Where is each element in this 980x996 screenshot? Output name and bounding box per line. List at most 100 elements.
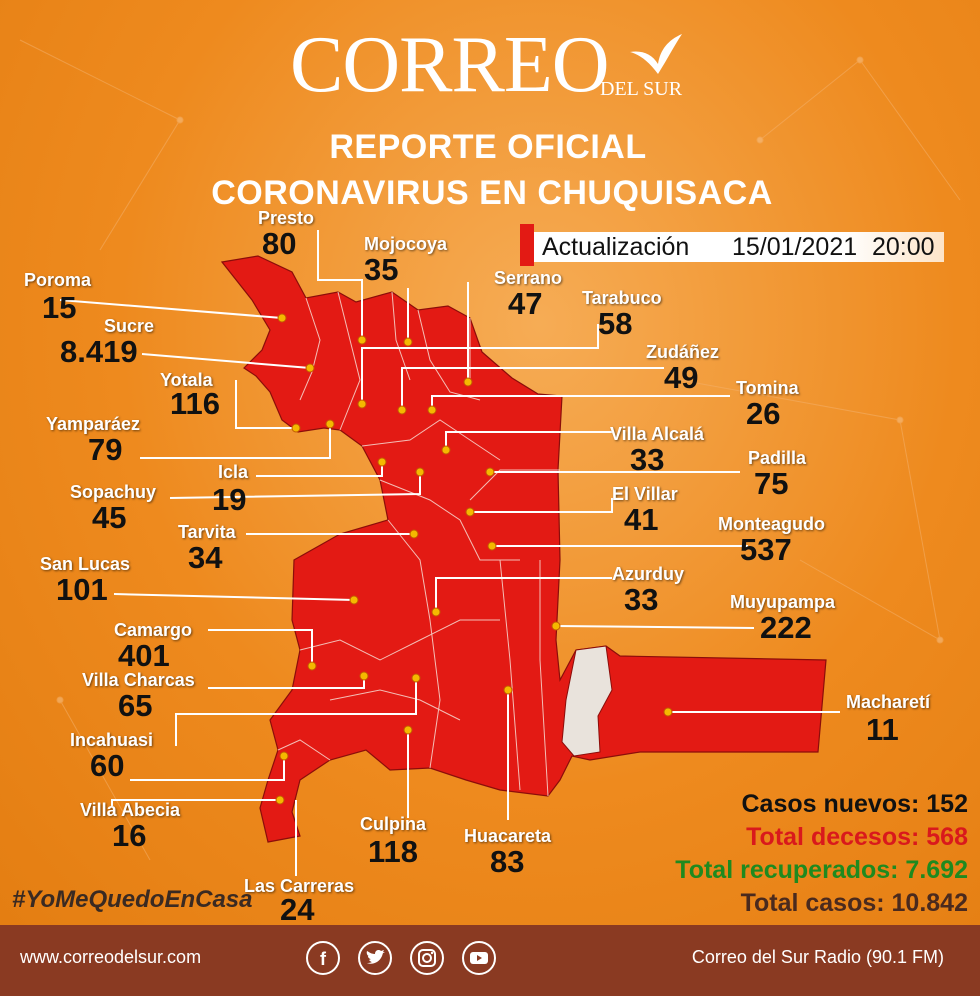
municipality-name: Presto [258, 208, 315, 228]
municipality-cases: 75 [754, 466, 789, 501]
totals-panel: Casos nuevos: 152 Total decesos: 568 Tot… [675, 788, 968, 920]
marker-culpina [403, 725, 413, 735]
municipality-name: Yotala [160, 370, 213, 390]
municipality-name: Sopachuy [70, 482, 157, 502]
excluded-area [561, 645, 613, 757]
municipality-cases: 41 [624, 502, 659, 537]
marker-zudanez [397, 405, 407, 415]
municipality-cases: 116 [170, 386, 221, 421]
municipality-cases: 24 [280, 892, 315, 925]
marker-sucre [305, 363, 315, 373]
municipality-cases: 33 [624, 582, 659, 617]
municipality-name: Macharetí [846, 692, 931, 712]
municipality-cases: 58 [598, 306, 633, 341]
municipality-cases: 401 [118, 638, 170, 673]
leader-lines [59, 230, 840, 876]
municipality-cases: 80 [262, 226, 297, 261]
municipality-cases: 49 [664, 360, 699, 395]
hashtag: #YoMeQuedoEnCasa [12, 886, 253, 913]
new-cases: Casos nuevos: 152 [741, 790, 969, 818]
marker-villa-charcas [359, 671, 369, 681]
municipality-name: Tarabuco [582, 288, 662, 308]
chuquisaca-map [59, 230, 840, 876]
infographic: CORREO DEL SUR REPORTE OFICIAL CORONAVIR… [0, 0, 980, 925]
municipality-cases: 34 [188, 540, 223, 575]
twitter-icon[interactable] [358, 941, 392, 975]
footer-bar: www.correodelsur.com f Correo del Sur Ra… [0, 925, 980, 996]
municipality-cases: 16 [112, 818, 147, 853]
department-shape [220, 255, 827, 843]
municipality-name: Tomina [736, 378, 799, 398]
municipality-cases: 537 [740, 532, 792, 567]
marker-mojocoya [403, 337, 413, 347]
update-marker [520, 224, 534, 266]
update-label: Actualización [542, 233, 690, 261]
marker-poroma [277, 313, 287, 323]
municipality-name: Las Carreras [244, 876, 355, 896]
municipality-name: Icla [218, 462, 249, 482]
municipality-cases: 79 [88, 432, 123, 467]
marker-huacareta [503, 685, 513, 695]
website-link[interactable]: www.correodelsur.com [20, 947, 202, 967]
municipality-cases: 65 [118, 688, 153, 723]
municipality-name: San Lucas [40, 554, 131, 574]
radio-info: Correo del Sur Radio (90.1 FM) [691, 947, 944, 967]
municipality-cases: 15 [42, 290, 77, 325]
marker-sopachuy [415, 467, 425, 477]
municipality-cases: 222 [760, 610, 812, 645]
municipality-cases: 8.419 [60, 334, 138, 369]
municipality-cases: 45 [92, 500, 127, 535]
marker-monteagudo [487, 541, 497, 551]
marker-las-carreras [275, 795, 285, 805]
municipality-cases: 101 [56, 572, 108, 607]
municipality-cases: 26 [746, 396, 781, 431]
update-time: 20:00 [872, 233, 935, 261]
municipality-name: Muyupampa [730, 592, 836, 612]
background-network [19, 39, 961, 861]
youtube-icon[interactable] [462, 941, 496, 975]
marker-yotala [291, 423, 301, 433]
marker-serrano [463, 377, 473, 387]
municipality-name: Monteagudo [718, 514, 825, 534]
marker-tomina [427, 405, 437, 415]
municipality-name: Huacareta [464, 826, 552, 846]
update-background [534, 232, 944, 262]
municipality-markers [275, 313, 673, 805]
municipality-name: Culpina [360, 814, 426, 834]
municipality-name: Padilla [748, 448, 807, 468]
municipality-name: Serrano [494, 268, 563, 288]
municipality-cases: 35 [364, 252, 399, 287]
logo-sub: DEL SUR [600, 78, 683, 100]
municipality-name: Poroma [24, 270, 92, 290]
municipal-boundaries [277, 291, 560, 797]
municipality-cases: 47 [508, 286, 543, 321]
municipality-name: Azurduy [612, 564, 684, 584]
marker-yamparaez [325, 419, 335, 429]
marker-el-villar [465, 507, 475, 517]
marker-tarabuco [357, 399, 367, 409]
report-title: REPORTE OFICIAL [329, 128, 647, 166]
marker-camargo [307, 661, 317, 671]
marker-villa-alcala [441, 445, 451, 455]
marker-padilla [485, 467, 495, 477]
marker-machareti [663, 707, 673, 717]
municipality-name: Incahuasi [70, 730, 154, 750]
logo-word: CORREO [290, 21, 609, 109]
leaf-icon [630, 34, 682, 74]
municipality-name: Villa Abecia [80, 800, 181, 820]
svg-text:f: f [320, 949, 327, 969]
facebook-icon[interactable]: f [306, 941, 340, 975]
marker-san-lucas [349, 595, 359, 605]
marker-villa-abecia [279, 751, 289, 761]
municipality-name: El Villar [612, 484, 678, 504]
municipality-cases: 11 [866, 712, 899, 747]
municipality-name: Camargo [114, 620, 193, 640]
marker-incahuasi [411, 673, 421, 683]
municipality-name: Zudáñez [646, 342, 720, 362]
municipality-name: Villa Alcalá [610, 424, 705, 444]
municipality-cases: 83 [490, 844, 525, 879]
marker-icla [377, 457, 387, 467]
municipality-name: Sucre [104, 316, 155, 336]
municipality-cases: 19 [212, 482, 247, 517]
instagram-icon[interactable] [410, 941, 444, 975]
